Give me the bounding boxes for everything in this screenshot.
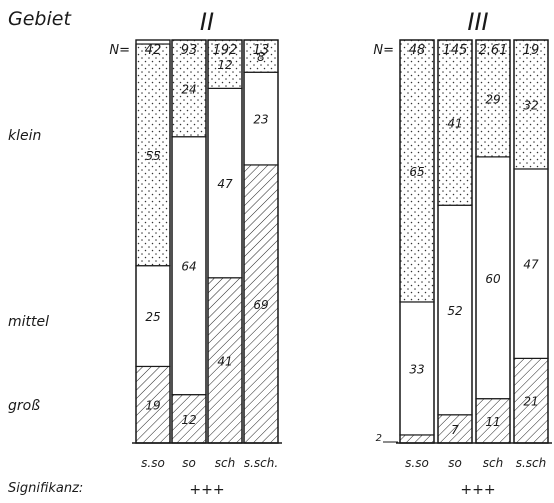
data-label: 65 — [409, 165, 424, 179]
panel-title: II — [200, 8, 214, 36]
row-label-mittel: mittel — [8, 314, 49, 330]
significance-marker: +++ — [189, 482, 224, 498]
data-label: 23 — [253, 113, 268, 127]
row-label-klein: klein — [8, 128, 41, 144]
panel-II: IIN=19255542s.so12642493so414712192sch69… — [109, 8, 282, 498]
n-value-label: 42 — [145, 43, 162, 58]
region-label: Gebiet — [8, 8, 72, 30]
significance-marker: +++ — [460, 482, 495, 498]
data-label: 32 — [523, 98, 538, 112]
chart-panels: IIN=19255542s.so12642493so414712192sch69… — [109, 8, 552, 498]
bar-segment — [207, 277, 243, 444]
category-label: s.sch. — [244, 456, 278, 470]
n-prefix-label: N= — [109, 43, 130, 58]
bar-segment — [475, 39, 511, 158]
data-label: 41 — [217, 354, 232, 368]
n-prefix-label: N= — [373, 43, 394, 58]
bar-segment — [135, 265, 171, 368]
row-label-gross: groß — [8, 398, 40, 414]
data-label: 12 — [181, 413, 196, 427]
data-label: 47 — [523, 258, 539, 272]
category-label: s.so — [405, 456, 429, 470]
data-label: 55 — [145, 149, 160, 163]
significance-label: Signifikanz: — [8, 481, 83, 496]
data-label: 12 — [217, 58, 232, 72]
data-label: 69 — [253, 298, 268, 312]
data-label: 7 — [451, 423, 459, 437]
category-label: s.so — [141, 456, 165, 470]
category-label: sch — [215, 456, 235, 470]
data-label: 24 — [181, 82, 196, 96]
data-label: 2 — [376, 433, 382, 444]
data-label: 11 — [485, 415, 500, 429]
n-value-label: 2.61 — [479, 43, 508, 58]
data-label: 47 — [217, 177, 233, 191]
data-label: 29 — [485, 92, 500, 106]
n-value-label: 13 — [253, 43, 270, 58]
data-label: 21 — [523, 395, 538, 409]
panel-title: III — [467, 8, 488, 36]
bar-segment — [437, 204, 473, 416]
data-label: 60 — [485, 272, 501, 286]
data-label: 8 — [257, 50, 265, 64]
bar-segment — [399, 39, 435, 303]
bar-segment — [437, 39, 473, 206]
bar-segment — [135, 43, 171, 267]
n-value-label: 48 — [409, 43, 426, 58]
category-label: sch — [483, 456, 503, 470]
bar-segment — [513, 168, 549, 359]
category-label: so — [448, 456, 462, 470]
n-value-label: 192 — [213, 43, 238, 58]
category-label: so — [182, 456, 196, 470]
data-label: 52 — [447, 304, 462, 318]
panel-III: III N= 2 33 65 48 s.so 7 52 41 145 so 11 60 29 2.61 sch 2… — [373, 8, 552, 498]
bar-segment — [399, 434, 435, 444]
data-label: 41 — [447, 117, 462, 131]
data-label: 64 — [181, 260, 196, 274]
data-label: 25 — [145, 310, 160, 324]
category-label: s.sch — [516, 456, 547, 470]
n-value-label: 145 — [443, 43, 468, 58]
data-label: 33 — [409, 362, 424, 376]
data-label: 19 — [145, 399, 160, 413]
n-value-label: 19 — [523, 43, 540, 58]
n-value-label: 93 — [181, 43, 198, 58]
